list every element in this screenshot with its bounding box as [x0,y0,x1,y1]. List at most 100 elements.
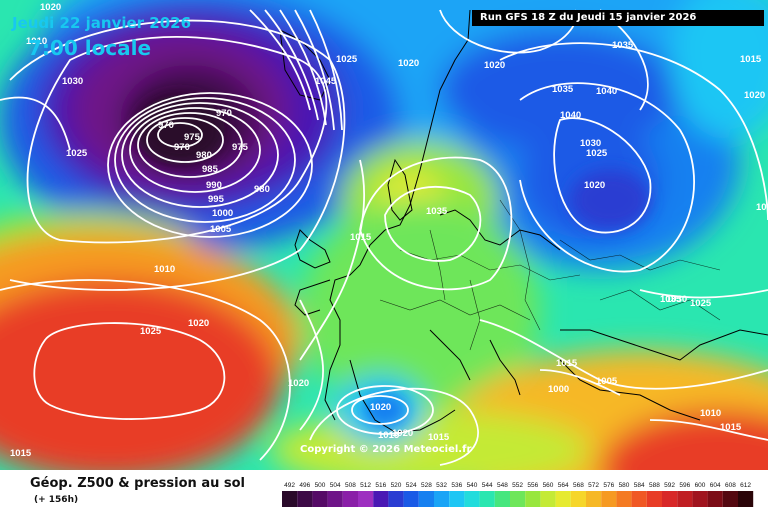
scale-swatch [555,491,571,507]
isobar-label: 995 [208,194,225,205]
scale-swatch [601,491,617,507]
isobar-label: 1010 [26,36,47,47]
scale-tick-label: 508 [345,482,356,489]
isobar-label: 1035 [612,40,634,51]
scale-swatch [282,491,298,507]
isobar-label: 1025 [690,298,712,309]
scale-swatch [342,491,358,507]
scale-tick-label: 608 [725,482,736,489]
scale-tick-label: 540 [467,482,478,489]
scale-swatch [692,491,708,507]
isobar-label: 1025 [140,326,162,337]
scale-swatch [525,491,541,507]
scale-tick-label: 596 [679,482,690,489]
isobar-label: 1020 [484,60,505,71]
scale-swatch [677,491,693,507]
isobar-label: 985 [202,164,219,175]
isobar-label: 1025 [586,148,608,159]
run-info: Run GFS 18 Z du Jeudi 15 janvier 2026 [472,10,764,26]
scale-swatch [586,491,602,507]
isobar-label: 1015 [740,54,762,65]
isobar-label: 1005 [210,224,232,235]
forecast-date: Jeudi 22 janvier 2026 [12,14,192,32]
scale-swatch [662,491,678,507]
scale-tick-label: 560 [543,482,554,489]
scale-swatch [616,491,632,507]
isobar-label: 1015 [428,432,450,443]
isobar-label: 975 [184,132,201,143]
scale-swatch [449,491,465,507]
isobars [0,9,768,466]
isobar-label: 1010 [700,408,721,419]
isobar-label: 1020 [188,318,209,329]
scale-tick-label: 552 [512,482,523,489]
isobar-label: 1015 [350,232,372,243]
isobar-label: 1025 [66,148,88,159]
scale-tick-label: 600 [695,482,706,489]
isobar-label: 1030 [666,294,687,305]
isobar-label: 1020 [744,90,765,101]
isobar-label: 1035 [426,206,448,217]
scale-tick-label: 604 [710,482,721,489]
scale-swatch [540,491,556,507]
scale-swatch [707,491,723,507]
isobar-label: 1015 [556,358,578,369]
scale-swatch [510,491,526,507]
scale-swatch [570,491,586,507]
chart-subtitle: (+ 156h) [34,495,79,505]
scale-tick-label: 548 [497,482,508,489]
isobar-label: 970 [158,120,174,131]
isobar-label: 1020 [288,378,309,389]
isobar-label: 1025 [336,54,358,65]
scale-tick-label: 544 [482,482,493,489]
scale-swatch [297,491,313,507]
scale-tick-label: 612 [740,482,751,489]
scale-tick-label: 592 [664,482,675,489]
scale-swatch [722,491,738,507]
scale-tick-label: 568 [573,482,584,489]
isobar-label: 980 [196,150,212,161]
color-scale: 492 496 500 504 508 512 516 520 524 528 532 536 540 5… [282,482,754,507]
isobar-label: 1020 [40,2,61,13]
isobar-label: 1020 [584,180,605,191]
scale-tick-label: 572 [588,482,599,489]
scale-tick-label: 536 [451,482,462,489]
scale-tick-label: 564 [558,482,569,489]
scale-tick-label: 524 [406,482,417,489]
isobar-label: 1015 [10,448,32,459]
scale-tick-label: 532 [436,482,447,489]
scale-swatch [312,491,328,507]
isobar-label: 1040 [560,110,581,121]
isobar-label: 980 [254,184,270,195]
isobar-label: 1015 [720,422,742,433]
weather-map: 1020103010251010970970970975975980980985… [0,0,768,470]
scale-swatch [494,491,510,507]
scale-tick-label: 556 [527,482,538,489]
isobar-label: 1035 [552,84,574,95]
scale-swatch [738,491,754,507]
isobar-label: 1040 [596,86,617,97]
isobar-label: 1010 [154,264,175,275]
isobar-label: 990 [206,180,222,191]
scale-swatch [434,491,450,507]
scale-swatch [418,491,434,507]
isobar-label: 1015 [378,430,400,441]
forecast-time: 7:00 locale [28,36,152,60]
scale-swatch [479,491,495,507]
isobar-labels: 1020103010251010970970970975975980980985… [10,2,768,459]
scale-tick-label: 588 [649,482,660,489]
geopotential-field [0,0,768,470]
scale-tick-label: 496 [299,482,310,489]
scale-swatch [373,491,389,507]
isobar-label: 1020 [398,58,419,69]
scale-swatch [631,491,647,507]
isobar-label: 970 [216,108,232,119]
isobar-label: 1000 [212,208,233,219]
coastlines [279,9,768,433]
isobar-label: 1035 [660,294,682,305]
scale-swatch [646,491,662,507]
isobar-label: 975 [232,142,249,153]
scale-tick-label: 512 [360,482,371,489]
scale-swatch [403,491,419,507]
